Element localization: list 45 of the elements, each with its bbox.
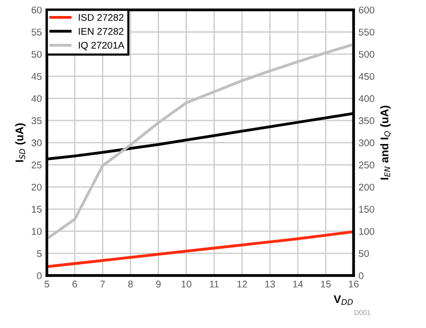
x-tick-label: 16 bbox=[348, 280, 359, 288]
x-tick-label: 8 bbox=[128, 280, 133, 288]
x-tick-label: 14 bbox=[293, 280, 303, 288]
legend-label: ISD 27282 bbox=[78, 14, 124, 21]
x-axis-title: V$_{DD}$ bbox=[334, 295, 353, 305]
y2-tick-label: 50 bbox=[358, 250, 369, 257]
y-tick-label: 35 bbox=[32, 117, 42, 124]
y2-tick-label: 300 bbox=[358, 139, 374, 146]
y2-tick-label: 200 bbox=[358, 184, 374, 191]
y2-tick-label: 600 bbox=[358, 6, 374, 14]
y2-tick-label: 150 bbox=[359, 206, 374, 213]
y-tick-label: 5 bbox=[36, 250, 42, 257]
line-series bbox=[46, 230, 354, 268]
y-tick-label: 0 bbox=[36, 272, 42, 280]
x-tick-label: 10 bbox=[182, 280, 192, 288]
y-tick-label: 55 bbox=[32, 28, 42, 36]
y2-tick-label: 0 bbox=[358, 272, 364, 280]
x-tick-label: 6 bbox=[72, 280, 78, 288]
legend-label: IEN 27282 bbox=[78, 28, 124, 35]
y-tick-label: 25 bbox=[32, 162, 42, 168]
y-tick-label: 45 bbox=[31, 73, 42, 80]
y2-tick-label: 100 bbox=[359, 228, 374, 235]
y-tick-label: 15 bbox=[32, 206, 42, 213]
y-axis-title: I$_{SD}$ (uA) bbox=[15, 123, 26, 162]
y2-tick-label: 550 bbox=[358, 28, 374, 36]
x-tick-label: 5 bbox=[44, 280, 50, 288]
y-tick-label: 60 bbox=[32, 6, 42, 14]
x-tick-label: 12 bbox=[237, 280, 247, 288]
x-tick-label: 9 bbox=[156, 280, 161, 288]
y2-tick-label: 350 bbox=[358, 117, 374, 124]
y2-tick-label: 400 bbox=[358, 95, 374, 102]
y-tick-label: 40 bbox=[31, 95, 42, 102]
x-tick-label: 7 bbox=[100, 280, 105, 288]
y2-tick-label: 250 bbox=[358, 162, 374, 168]
y2-axis-title: I$_{EN}$ and I$_{Q}$ (uA) bbox=[380, 106, 392, 180]
y2-tick-label: 450 bbox=[358, 72, 374, 80]
x-tick-label: 15 bbox=[321, 280, 331, 288]
legend-label: IQ 27201A bbox=[78, 42, 124, 50]
y-tick-label: 30 bbox=[32, 139, 42, 146]
x-tick-label: 11 bbox=[210, 280, 219, 288]
y2-tick-label: 500 bbox=[358, 50, 374, 58]
y-tick-label: 50 bbox=[32, 50, 42, 58]
y-tick-label: 10 bbox=[32, 228, 42, 235]
y-tick-label: 20 bbox=[32, 184, 42, 191]
x-tick-label: 13 bbox=[265, 280, 275, 288]
